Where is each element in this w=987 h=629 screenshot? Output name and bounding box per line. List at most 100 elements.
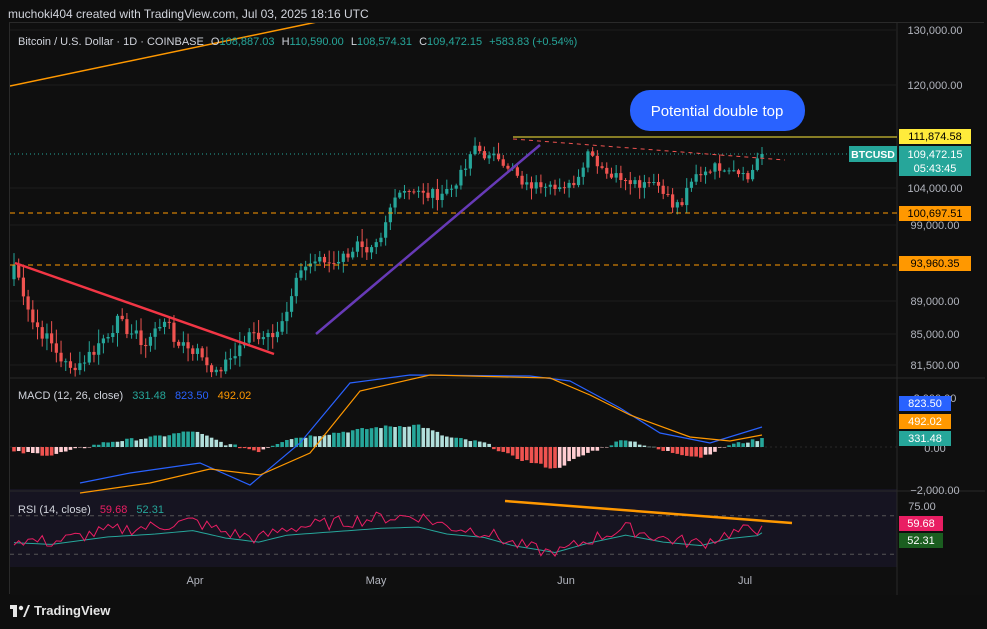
candle-body xyxy=(351,251,355,258)
candle-body xyxy=(454,185,458,189)
chart-canvas[interactable]: Bitcoin / U.S. Dollar · 1D · COINBASE O1… xyxy=(9,12,985,595)
macd-histogram-bar xyxy=(374,427,379,447)
legend-o-label: O xyxy=(211,36,220,48)
macd-histogram-bar xyxy=(515,447,520,460)
candle-body xyxy=(449,188,454,190)
macd-histogram-bar xyxy=(200,433,204,447)
macd-histogram-bar xyxy=(604,447,609,448)
candle-body xyxy=(82,362,87,364)
rsi-ma-value: 52.31 xyxy=(136,504,164,516)
candle-body xyxy=(421,190,425,193)
candle-body xyxy=(341,253,345,262)
candle-body xyxy=(162,321,167,327)
macd-histogram-bar xyxy=(379,428,383,447)
macd-histogram-bar xyxy=(365,429,369,447)
candle-body xyxy=(50,333,54,344)
candle-body xyxy=(144,345,148,347)
price-axis[interactable]: 130,000.00 120,000.00 104,000.00 99,000.00 8… xyxy=(907,25,962,372)
macd-histogram-bar xyxy=(619,440,623,447)
macd-histogram-bar xyxy=(54,447,59,454)
legend-h-label: H xyxy=(282,36,290,48)
macd-axis[interactable]: 2,000.00 0.00 −2,000.00 823.50 492.02 33… xyxy=(899,393,960,497)
candle-body xyxy=(628,180,632,185)
symbol-tag xyxy=(849,146,897,162)
price-tick-label: 130,000.00 xyxy=(907,25,962,37)
rsi-axis[interactable]: 75.00 59.68 52.31 xyxy=(899,501,943,548)
candle-body xyxy=(609,173,614,178)
annotation-badge[interactable] xyxy=(630,90,805,131)
macd-histogram-bar xyxy=(120,441,125,447)
candle-body xyxy=(92,351,96,355)
signal-tag-text: 492.02 xyxy=(908,416,942,428)
macd-histogram-bar xyxy=(642,445,647,447)
macd-histogram-bar xyxy=(562,447,567,466)
macd-histogram-bar xyxy=(722,447,727,448)
candle-body xyxy=(562,187,567,189)
candle-body xyxy=(337,261,341,264)
candle-body xyxy=(125,319,129,335)
macd-histogram-bar xyxy=(760,438,764,447)
rsi-tag xyxy=(899,516,943,531)
rsi-ma-tag xyxy=(899,533,943,548)
chart-frame[interactable]: Bitcoin / U.S. Dollar · 1D · COINBASE O1… xyxy=(9,12,985,595)
candle-body xyxy=(257,332,261,340)
double-top-annotation[interactable]: Potential double top xyxy=(630,90,805,131)
macd-histogram-bar xyxy=(360,428,364,447)
macd-histogram-bar xyxy=(59,447,63,453)
candle-body xyxy=(177,341,181,346)
rsi-ma-line xyxy=(13,526,763,553)
candle-body xyxy=(558,187,562,190)
candle-body xyxy=(374,242,378,248)
macd-legend: MACD (12, 26, close) 331.48 823.50 492.0… xyxy=(18,390,251,402)
candle-body xyxy=(741,173,745,175)
macd-histogram-bar xyxy=(445,436,449,447)
time-axis[interactable]: Apr May Jun Jul xyxy=(186,575,752,587)
macd-histogram-bar xyxy=(82,447,87,449)
candle-body xyxy=(365,247,369,253)
candle-body xyxy=(642,182,646,188)
macd-histogram-bar xyxy=(741,443,745,447)
macd-histogram-bar xyxy=(388,426,393,447)
candle-body xyxy=(600,166,604,168)
candles-layer[interactable] xyxy=(12,137,764,378)
macd-histogram-bar xyxy=(383,425,388,447)
macd-histogram-bar xyxy=(661,447,666,451)
macd-histogram-bar xyxy=(96,444,101,447)
macd-histogram-bar xyxy=(572,447,576,459)
candle-body xyxy=(548,184,552,187)
macd-histogram-bar xyxy=(12,447,16,452)
macd-histogram-bar xyxy=(699,447,703,458)
candle-body xyxy=(539,182,543,188)
candle-body xyxy=(153,328,157,337)
candle-body xyxy=(694,174,698,182)
macd-histogram-bar xyxy=(369,428,374,447)
macd-histogram-bar xyxy=(393,427,397,447)
macd-histogram-bar xyxy=(322,435,327,447)
macd-histogram-bar xyxy=(482,442,487,447)
macd-histogram-bar xyxy=(63,447,68,452)
tradingview-logo[interactable]: TradingView xyxy=(10,603,110,618)
candle-body xyxy=(304,266,308,271)
macd-histogram-bar xyxy=(628,441,633,447)
candle-body xyxy=(388,207,392,223)
macd-histogram-bar xyxy=(129,438,134,447)
candle-body xyxy=(407,190,411,192)
candle-body xyxy=(623,180,628,182)
rsi-layer[interactable] xyxy=(10,499,897,558)
macd-histogram-bar xyxy=(539,447,543,464)
macd-layer[interactable] xyxy=(10,374,897,494)
legend-c-value: 109,472.15 xyxy=(427,36,482,48)
candle-body xyxy=(167,321,171,323)
candle-body xyxy=(158,326,162,329)
candle-body xyxy=(200,348,204,358)
macd-histogram-bar xyxy=(68,447,73,450)
candle-body xyxy=(459,169,463,186)
macd-histogram-bar xyxy=(463,439,468,447)
macd-histogram-bar xyxy=(158,435,162,447)
macd-histogram-bar xyxy=(529,447,534,463)
candle-body xyxy=(238,345,242,357)
macd-histogram-bar xyxy=(341,431,346,447)
macd-histogram-bar xyxy=(477,441,482,447)
macd-histogram-bar xyxy=(440,435,444,447)
macd-histogram-bar xyxy=(614,441,618,447)
